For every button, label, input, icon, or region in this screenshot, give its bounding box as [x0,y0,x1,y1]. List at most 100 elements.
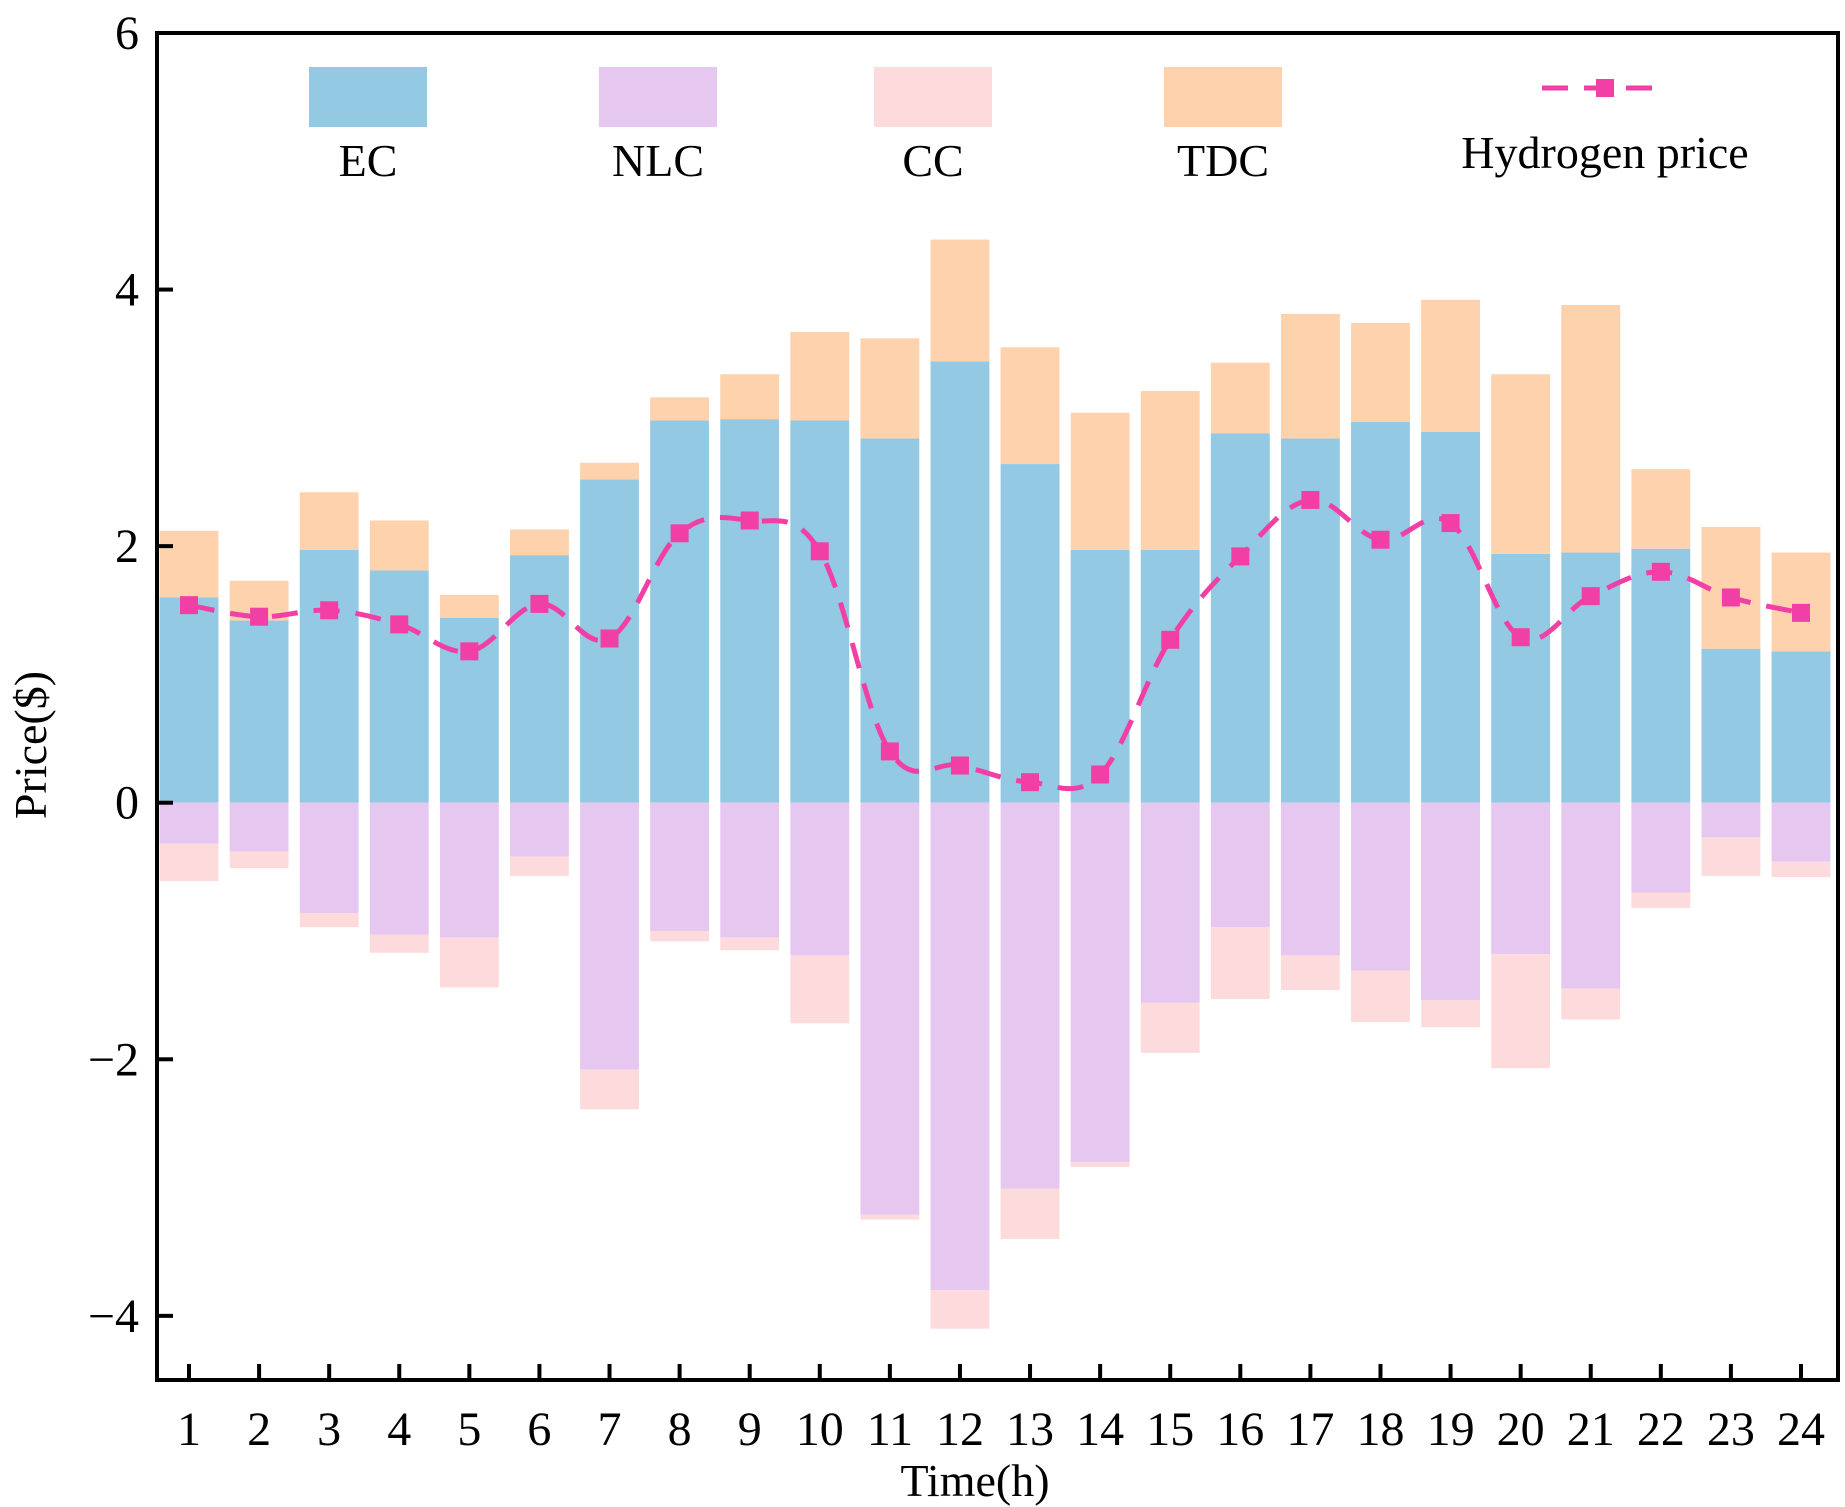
x-tick-label: 21 [1567,1403,1615,1456]
hydrogen-price-marker-23 [1721,588,1740,607]
bar-cc-2 [229,851,289,869]
bar-ec-8 [650,420,710,803]
hydrogen-price-marker-5 [460,642,479,661]
legend: EC NLC CC TDC Hydrogen price [309,67,1749,186]
bar-cc-12 [930,1290,990,1329]
legend-swatch-tdc [1164,67,1282,127]
x-tick-label: 9 [738,1403,762,1456]
x-tick-label: 12 [936,1403,984,1456]
bar-nlc-17 [1280,802,1340,956]
hydrogen-price-marker-7 [600,629,619,648]
bar-tdc-22 [1631,469,1691,549]
bar-ec-2 [229,620,289,803]
bar-cc-13 [1000,1188,1060,1239]
x-tick-label: 2 [247,1403,271,1456]
y-tick-label: −2 [88,1033,139,1086]
bar-cc-18 [1351,970,1410,1023]
hydrogen-price-marker-1 [180,596,198,615]
bar-cc-3 [299,913,359,928]
bar-nlc-8 [650,802,710,931]
x-tick-label: 10 [796,1403,844,1456]
bar-cc-20 [1491,954,1551,1069]
x-tick-label: 18 [1356,1403,1404,1456]
x-tick-label: 8 [668,1403,692,1456]
x-tick-label: 15 [1146,1403,1194,1456]
bar-nlc-5 [439,802,499,938]
bar-tdc-5 [439,594,499,618]
legend-swatch-cc [874,67,992,127]
y-tick-label: 2 [115,520,139,573]
x-tick-label: 11 [867,1403,913,1456]
bar-cc-7 [580,1069,639,1110]
x-tick-label: 20 [1497,1403,1545,1456]
bar-nlc-20 [1491,802,1551,955]
bar-tdc-17 [1280,313,1340,439]
bar-nlc-7 [580,802,639,1070]
legend-swatch-nlc [599,67,717,127]
bar-tdc-21 [1561,304,1621,553]
x-tick-label: 3 [317,1403,341,1456]
bar-tdc-14 [1070,412,1130,550]
x-tick-label: 17 [1286,1403,1334,1456]
bar-ec-11 [860,438,920,803]
bar-tdc-16 [1210,362,1270,434]
bar-tdc-12 [930,239,990,362]
x-tick-label: 19 [1427,1403,1475,1456]
bar-nlc-9 [720,802,780,938]
bar-cc-22 [1631,892,1691,908]
bar-ec-6 [509,555,569,803]
bar-cc-23 [1701,837,1761,876]
x-axis-label: Time(h) [900,1455,1049,1506]
bar-nlc-11 [860,802,920,1215]
bar-nlc-18 [1351,802,1410,971]
x-tick-label: 13 [1006,1403,1054,1456]
hydrogen-price-marker-19 [1441,514,1460,533]
y-tick-label: 6 [115,7,139,60]
bar-ec-18 [1351,421,1410,803]
bar-ec-3 [299,549,359,803]
bar-ec-4 [369,570,429,803]
x-tick-label: 24 [1777,1403,1825,1456]
y-axis-label: Price($) [5,671,56,819]
bar-cc-11 [860,1214,920,1220]
bar-tdc-13 [1000,347,1060,465]
bars-layer [159,239,1831,1329]
x-tick-label: 4 [387,1403,411,1456]
bar-nlc-22 [1631,802,1691,893]
x-tick-label: 22 [1637,1403,1685,1456]
bar-tdc-4 [369,520,429,571]
hydrogen-price-marker-16 [1231,547,1250,566]
legend-label-hydrogen-price: Hydrogen price [1461,127,1748,178]
x-tick-label: 16 [1216,1403,1264,1456]
bar-ec-9 [720,419,780,803]
bar-nlc-3 [299,802,359,914]
bar-nlc-21 [1561,802,1621,989]
hydrogen-price-marker-13 [1021,773,1040,792]
bar-nlc-23 [1701,802,1761,838]
y-tick-label: −4 [88,1290,139,1343]
hydrogen-price-marker-2 [250,607,269,626]
hydrogen-price-marker-15 [1161,630,1180,649]
bar-cc-10 [790,955,850,1024]
bar-cc-16 [1210,927,1270,999]
bar-tdc-6 [509,529,569,556]
hydrogen-price-marker-14 [1091,765,1110,784]
hydrogen-price-marker-11 [880,742,899,761]
bar-tdc-18 [1351,322,1410,422]
bar-tdc-11 [860,338,920,439]
hydrogen-price-marker-21 [1581,587,1600,606]
bar-tdc-9 [720,374,780,420]
bar-nlc-1 [159,802,219,844]
bar-cc-6 [509,856,569,876]
hydrogen-price-marker-18 [1371,530,1390,549]
hydrogen-price-marker-20 [1511,628,1530,647]
bar-ec-13 [1000,464,1060,803]
bar-cc-17 [1280,955,1340,991]
hydrogen-price-marker-24 [1792,603,1810,622]
bar-cc-5 [439,937,499,988]
bar-cc-21 [1561,988,1621,1020]
bar-tdc-3 [299,492,359,550]
hydrogen-price-marker-8 [670,524,689,543]
